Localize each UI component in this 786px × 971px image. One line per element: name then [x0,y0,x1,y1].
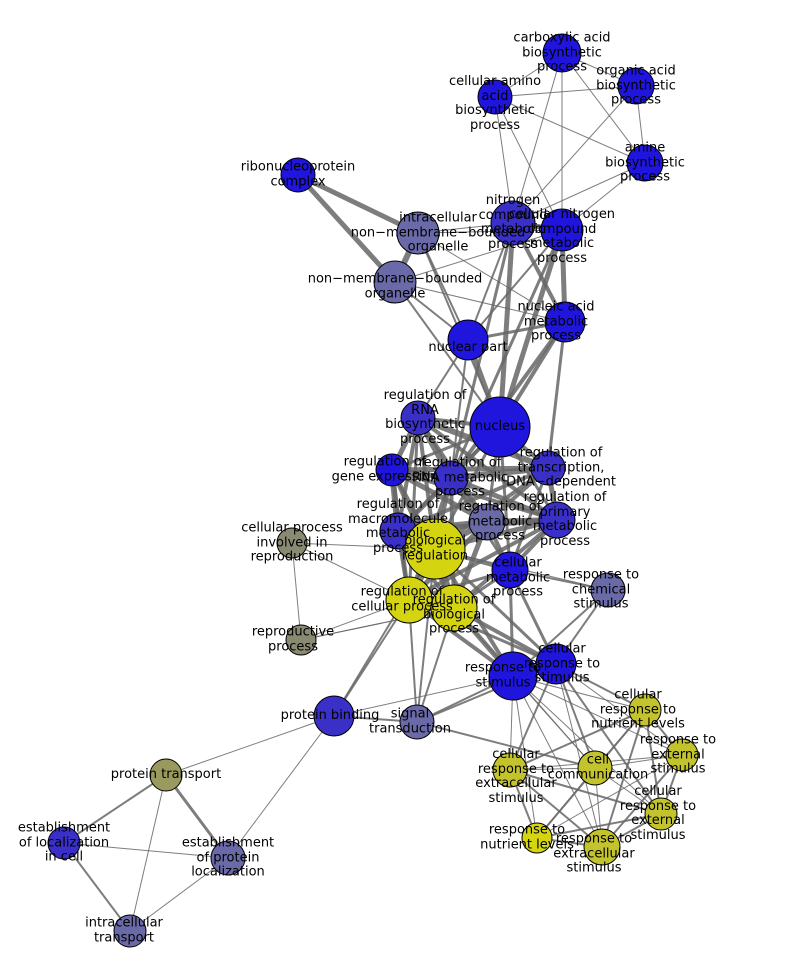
graph-node[interactable] [285,624,317,656]
graph-edge [450,339,469,479]
graph-node[interactable] [400,400,436,436]
graph-edge [394,281,566,323]
graph-node[interactable] [477,79,513,115]
graph-edge [512,675,683,756]
graph-edge [494,85,637,98]
edge-layer [63,52,683,932]
graph-node[interactable] [488,651,538,701]
graph-edge [512,162,646,224]
graph-node[interactable] [433,460,469,496]
graph-edge [129,857,229,932]
graph-edge [536,813,662,839]
graph-node[interactable] [542,33,582,73]
graph-edge [300,607,455,641]
graph-node[interactable] [538,501,576,539]
graph-node[interactable] [490,200,536,246]
graph-node[interactable] [404,518,466,580]
graph-node[interactable] [540,208,584,252]
graph-edge [165,715,335,776]
graph-edge [397,466,549,533]
graph-edge [63,774,167,844]
graph-edge [512,675,603,848]
graph-node[interactable] [530,450,566,486]
graph-edge [644,709,662,815]
graph-node[interactable] [280,157,316,193]
graph-node[interactable] [521,822,553,854]
graph-edge [291,542,302,641]
graph-node[interactable] [399,704,435,740]
node-layer [47,33,699,948]
graph-edge [494,96,646,164]
graph-node[interactable] [276,527,308,559]
graph-node[interactable] [577,750,613,786]
graph-edge [333,675,514,717]
graph-edge [512,52,563,224]
graph-node[interactable] [210,840,246,876]
graph-node[interactable] [535,643,577,685]
graph-edge [417,232,566,323]
graph-node[interactable] [544,301,586,343]
graph-edge [467,229,563,341]
graph-node[interactable] [113,914,147,948]
graph-edge [494,96,563,231]
graph-node[interactable] [313,695,355,737]
graph-node[interactable] [617,67,655,105]
graph-edge [63,842,131,932]
graph-edge [296,172,420,236]
graph-node[interactable] [149,758,183,792]
graph-node[interactable] [665,738,699,772]
graph-node[interactable] [47,826,81,860]
graph-node[interactable] [385,576,433,624]
graph-edge [509,769,603,848]
graph-edge [497,222,516,428]
graph-edge [561,52,646,164]
graph-node[interactable] [590,572,626,608]
graph-node[interactable] [492,752,528,788]
graph-edge [391,468,558,522]
graph-node[interactable] [447,319,489,361]
graph-edge [509,769,662,815]
graph-edge [227,715,335,859]
graph-node[interactable] [628,693,662,727]
graph-edge [129,774,167,932]
graph-edge [417,229,563,234]
graph-edge [394,229,563,283]
graph-edge [509,709,646,771]
graph-edge [416,721,596,769]
graph-edge [555,663,603,848]
graph-edge [546,321,567,469]
graph-edge [296,173,397,284]
graph-node[interactable] [626,144,664,182]
graph-edge [536,754,683,839]
graph-node[interactable] [644,797,678,831]
graph-node[interactable] [468,503,506,541]
graph-node[interactable] [373,260,417,304]
graph-edge [512,675,538,839]
graph-node[interactable] [583,828,621,866]
graph-node[interactable] [469,396,531,458]
graph-node[interactable] [375,453,409,487]
graph-edge [391,465,549,473]
graph-edge [555,663,662,815]
graph-edge [63,842,229,859]
graph-node[interactable] [396,211,440,255]
graph-edge [512,85,637,224]
graph-node[interactable] [430,584,478,632]
graph-edge [555,663,683,756]
graph-node[interactable] [491,551,529,589]
